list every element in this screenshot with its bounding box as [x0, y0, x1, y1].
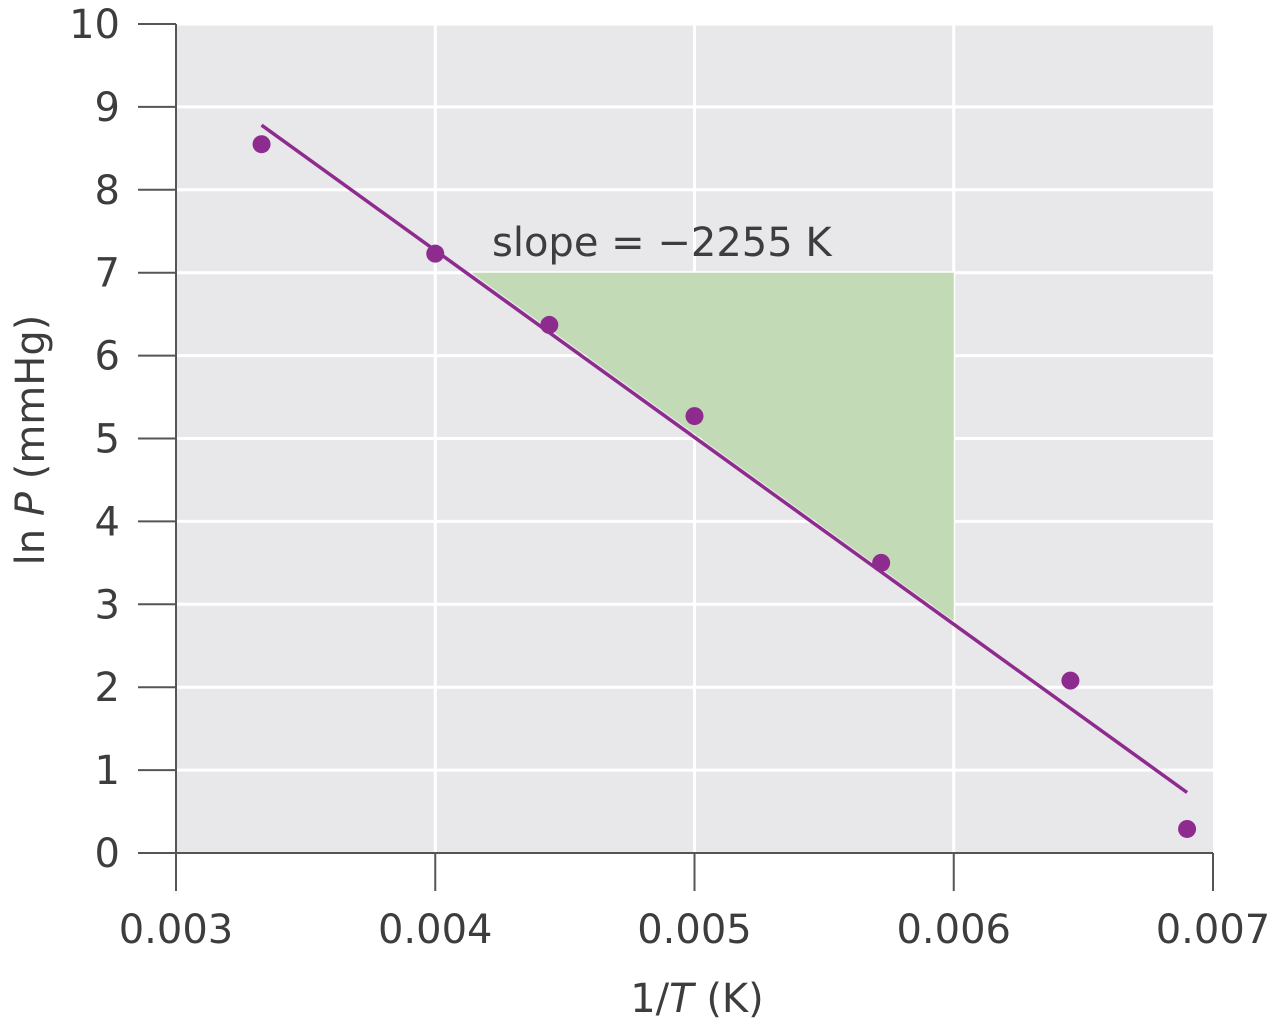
axis-title-part: ln [8, 516, 54, 565]
data-point [252, 135, 271, 154]
data-point [426, 244, 445, 263]
axis-title-part: P [8, 491, 54, 516]
y-tick-label: 7 [95, 251, 120, 297]
y-tick-label: 0 [95, 831, 120, 877]
axis-title-part: T [669, 976, 697, 1022]
y-tick-label: 5 [95, 417, 120, 463]
slope-triangle [471, 272, 954, 621]
x-axis-title: 1/T (K) [630, 976, 764, 1022]
x-tick-label: 0.004 [378, 907, 493, 953]
y-tick-label: 2 [95, 665, 120, 711]
axis-title-part: (mmHg) [8, 315, 54, 492]
tick-labels: 0 1 2 3 4 5 6 7 8 9 10 0.003 0.004 0.005 0.006 0.007 [69, 2, 1270, 953]
y-tick-label: 4 [95, 499, 120, 545]
y-tick-label: 10 [69, 2, 120, 48]
y-tick-label: 8 [95, 168, 120, 214]
y-tick-label: 1 [95, 748, 120, 794]
y-tick-label: 9 [95, 85, 120, 131]
data-point [872, 553, 891, 572]
axis-title-part: 1/ [630, 976, 669, 1022]
x-tick-label: 0.007 [1156, 907, 1271, 953]
slope-annotation: slope = −2255 K [492, 220, 833, 266]
y-tick-label: 3 [95, 582, 120, 628]
data-point [1061, 671, 1080, 690]
fit-line [260, 123, 1189, 794]
data-points [252, 135, 1197, 838]
y-tick-label: 6 [95, 334, 120, 380]
data-point [540, 315, 559, 334]
x-tick-label: 0.005 [637, 907, 752, 953]
x-tick-label: 0.003 [119, 907, 234, 953]
data-point [685, 407, 704, 426]
data-point [1178, 819, 1197, 838]
x-tick-label: 0.006 [896, 907, 1011, 953]
axes [138, 23, 1214, 891]
axis-title-part: (K) [694, 976, 764, 1022]
y-axis-title: ln P (mmHg) [8, 315, 54, 566]
